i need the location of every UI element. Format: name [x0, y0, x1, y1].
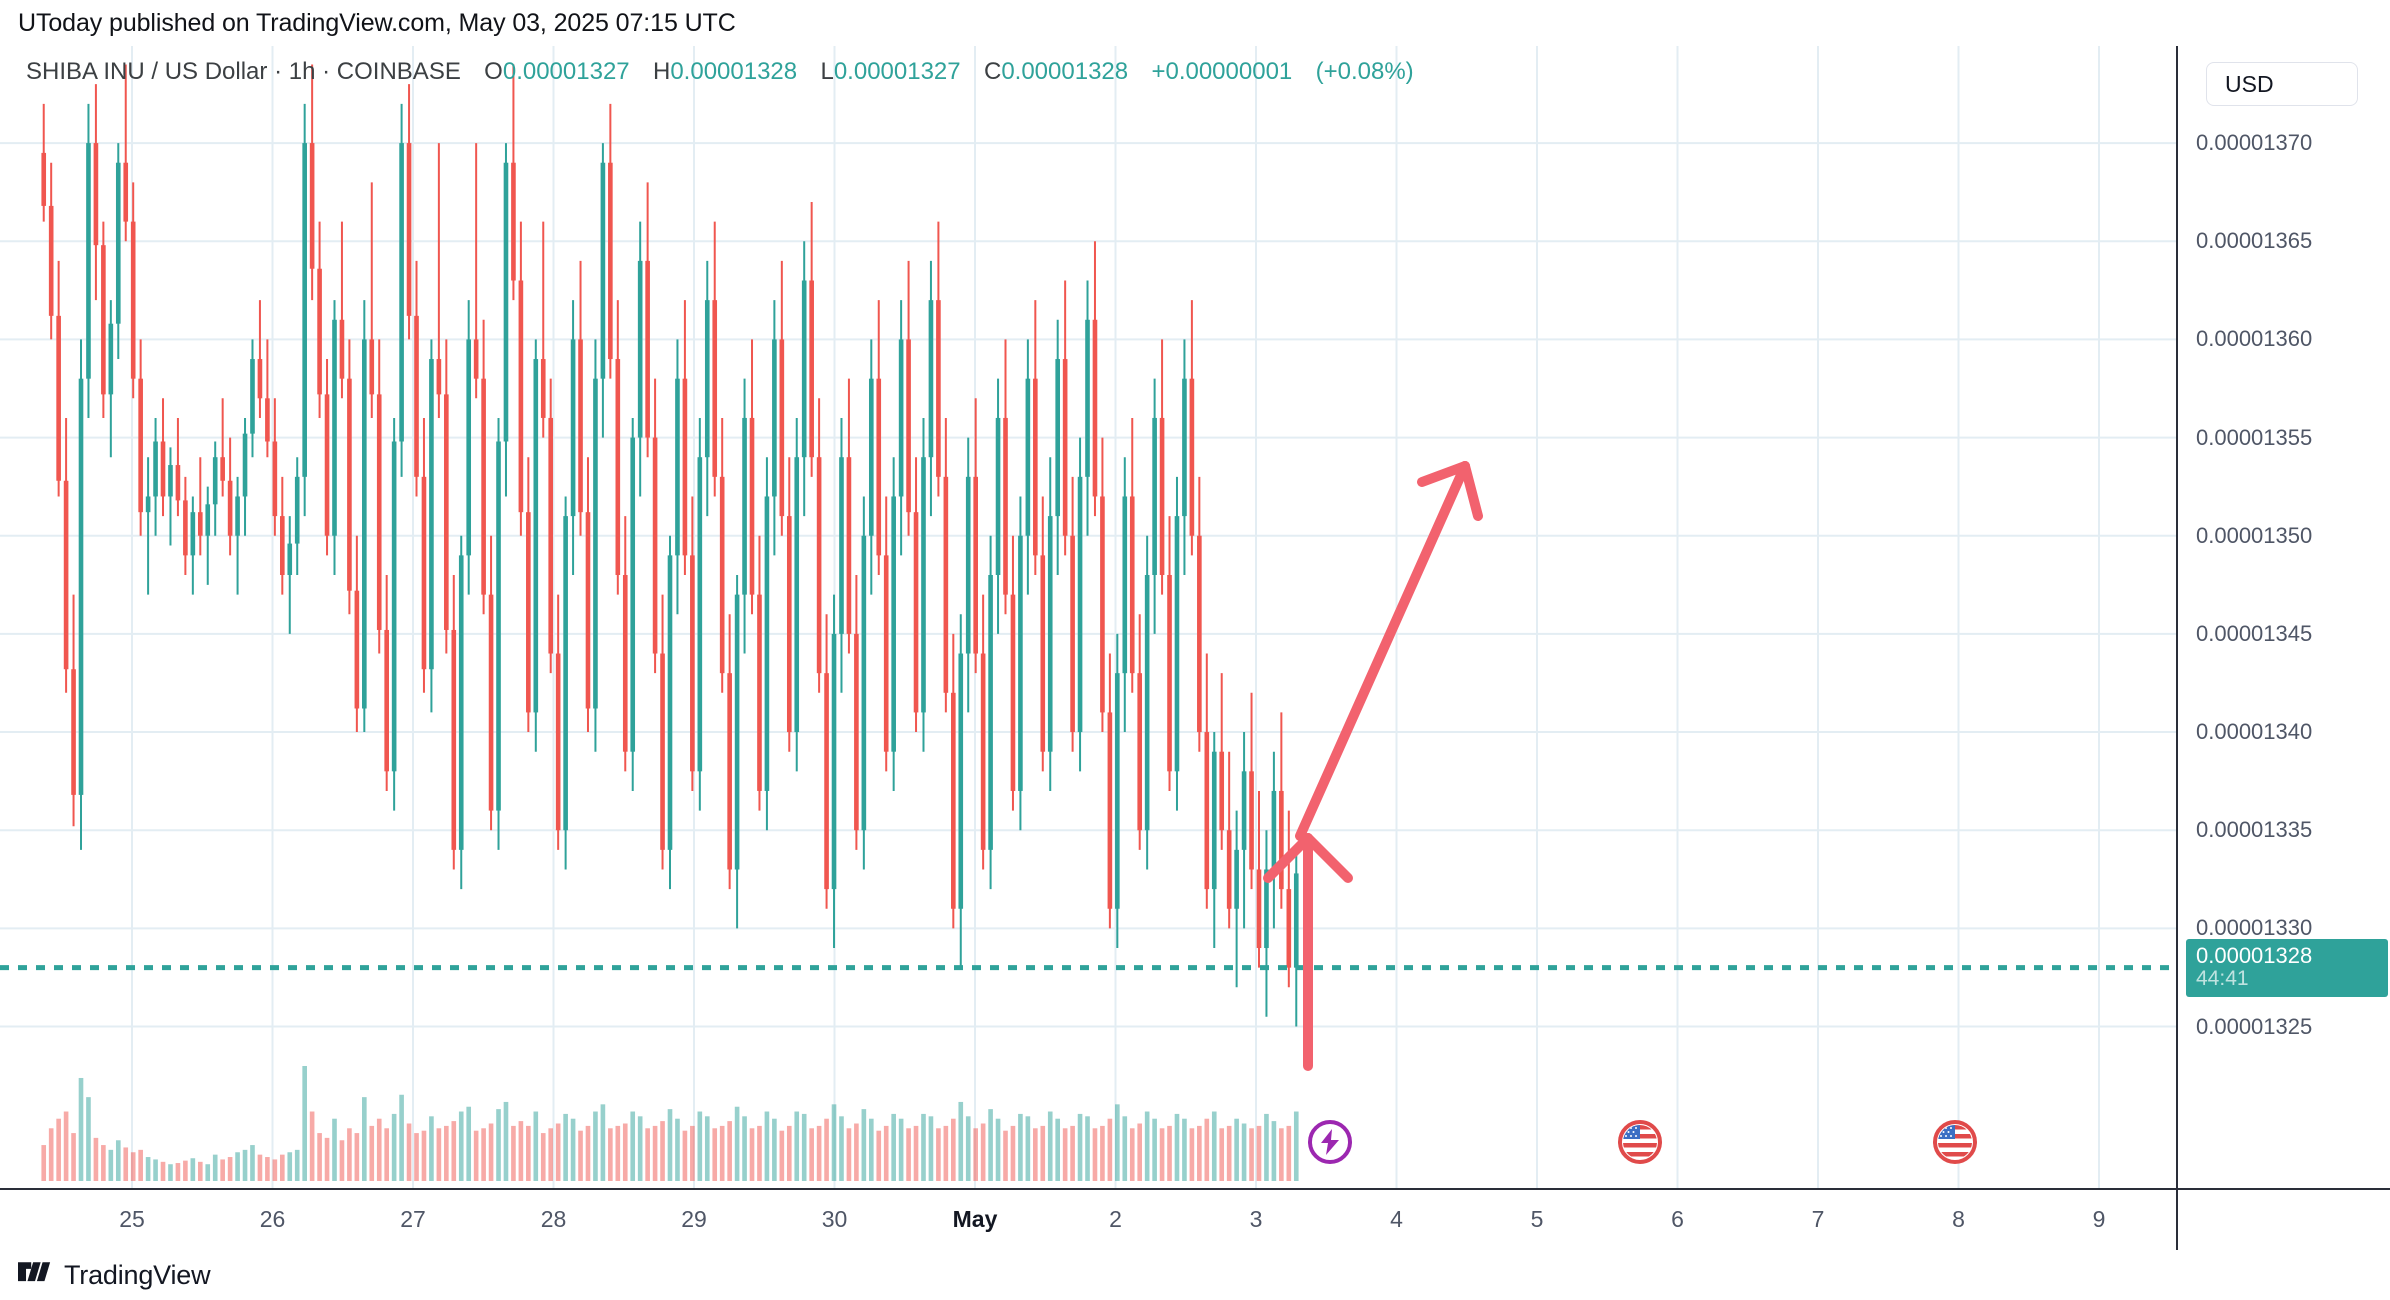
time-tick: 27 [400, 1206, 426, 1232]
lightning-bolt-icon [1321, 1129, 1339, 1155]
grid-lines [0, 46, 2176, 1188]
current-price-badge: 0.00001328 44:41 [2186, 938, 2388, 997]
price-tick: 0.00001325 [2196, 1013, 2313, 1039]
candlestick-svg [0, 46, 2176, 1188]
price-tick: 0.00001360 [2196, 326, 2313, 352]
candlesticks [41, 64, 1299, 1027]
price-tick: 0.00001330 [2196, 915, 2313, 941]
us-flag-icon [1938, 1125, 1972, 1159]
current-price-value: 0.00001328 [2196, 943, 2313, 969]
price-tick: 0.00001370 [2196, 130, 2313, 156]
time-tick: May [952, 1206, 998, 1232]
time-tick: 8 [1952, 1206, 1965, 1232]
bullish-arrow-annotation[interactable] [1263, 461, 1483, 1071]
us-economic-event-marker-2[interactable] [1933, 1120, 1977, 1164]
us-economic-event-marker-1[interactable] [1618, 1120, 1662, 1164]
time-tick: 4 [1390, 1206, 1403, 1232]
footer-branding: TradingView [0, 1250, 2390, 1300]
time-tick: 7 [1811, 1206, 1825, 1232]
time-tick: 3 [1249, 1206, 1263, 1232]
chart-frame: SHIBA INU / US Dollar · 1h · COINBASE O0… [0, 46, 2390, 1250]
price-tick: 0.00001345 [2196, 620, 2313, 646]
publisher-header: UToday published on TradingView.com, May… [0, 0, 2390, 46]
price-tick: 0.00001335 [2196, 817, 2313, 843]
tradingview-brand-text: TradingView [64, 1259, 211, 1290]
price-tick: 0.00001350 [2196, 522, 2313, 548]
time-tick: 29 [681, 1206, 707, 1232]
volume-bars [41, 1066, 1299, 1181]
publisher-text: UToday published on TradingView.com, May… [18, 8, 736, 37]
time-tick: 2 [1109, 1206, 1122, 1232]
price-tick: 0.00001340 [2196, 719, 2313, 745]
chart-plot-area[interactable]: SHIBA INU / US Dollar · 1h · COINBASE O0… [0, 46, 2176, 1188]
time-scale-corner [2176, 1188, 2390, 1250]
time-tick: 6 [1671, 1206, 1684, 1232]
time-tick: 25 [119, 1206, 145, 1232]
price-tick: 0.00001355 [2196, 424, 2313, 450]
price-tick: 0.00001365 [2196, 228, 2313, 254]
lightning-event-marker[interactable] [1308, 1120, 1352, 1164]
time-tick: 9 [2092, 1206, 2106, 1232]
time-tick: 28 [540, 1206, 567, 1232]
time-tick: 30 [821, 1206, 848, 1232]
price-scale[interactable]: USD 0.00001370 0.00001365 0.00001360 0.0000… [2176, 46, 2390, 1188]
time-scale[interactable]: 25 26 27 28 29 30 May 2 3 4 5 6 7 8 9 [0, 1188, 2176, 1250]
us-flag-icon [1623, 1125, 1657, 1159]
bar-countdown-timer: 44:41 [2196, 967, 2249, 991]
currency-label: USD [2225, 70, 2274, 97]
tradingview-logo-icon [18, 1262, 51, 1282]
time-tick: 26 [259, 1206, 286, 1232]
time-tick: 5 [1530, 1206, 1544, 1232]
currency-button[interactable]: USD [2206, 62, 2358, 106]
